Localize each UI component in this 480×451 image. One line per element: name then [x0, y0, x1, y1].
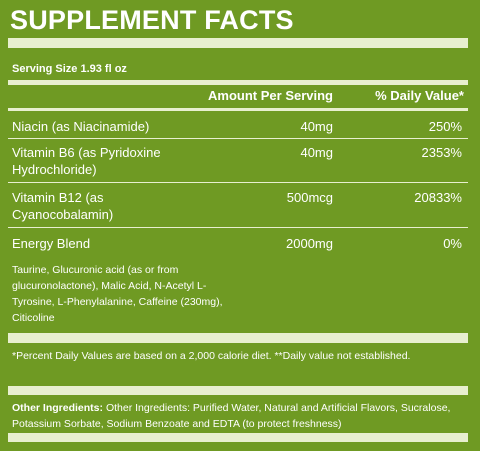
energy-blend-ingredients: Taurine, Glucuronic acid (as or from glu…: [12, 264, 223, 324]
row-vitamin-b12-dv: 20833%: [414, 190, 462, 205]
divider-serving: [8, 80, 468, 85]
header-daily-value: % Daily Value*: [375, 88, 464, 103]
row-energy-blend-dv: 0%: [443, 236, 462, 251]
serving-size: Serving Size 1.93 fl oz: [12, 63, 127, 75]
other-ingredients-text: Other Ingredients: Purified Water, Natur…: [12, 402, 451, 430]
row-vitamin-b12-name: Vitamin B12 (as Cyanocobalamin): [12, 190, 114, 222]
other-ingredients: Other Ingredients: Other Ingredients: Pu…: [12, 400, 467, 432]
row-vitamin-b6-dv: 2353%: [421, 145, 462, 160]
divider-bottom: [8, 433, 468, 442]
row-energy-blend-name: Energy Blend: [12, 236, 91, 251]
row-vitamin-b12-amount: 500mcg: [286, 190, 333, 205]
row-divider: [8, 227, 468, 228]
row-niacin-amount: 40mg: [300, 119, 333, 134]
divider-header: [8, 108, 468, 111]
row-divider: [8, 138, 468, 139]
divider-footnote: [8, 386, 468, 395]
thick-divider-bottom: [8, 333, 468, 343]
row-divider: [8, 182, 468, 183]
row-vitamin-b6-amount: 40mg: [300, 145, 333, 160]
panel-title: SUPPLEMENT FACTS: [10, 5, 294, 35]
header-amount-per-serving: Amount Per Serving: [208, 88, 333, 103]
thick-divider-top: [8, 38, 468, 48]
row-vitamin-b6-name: Vitamin B6 (as Pyridoxine Hydrochloride): [12, 145, 161, 177]
row-niacin-name: Niacin (as Niacinamide): [12, 119, 150, 134]
row-niacin-dv: 250%: [428, 119, 462, 134]
row-energy-blend-amount: 2000mg: [286, 236, 333, 251]
daily-value-footnote: *Percent Daily Values are based on a 2,0…: [12, 350, 411, 362]
other-ingredients-label: Other Ingredients:: [12, 402, 104, 414]
